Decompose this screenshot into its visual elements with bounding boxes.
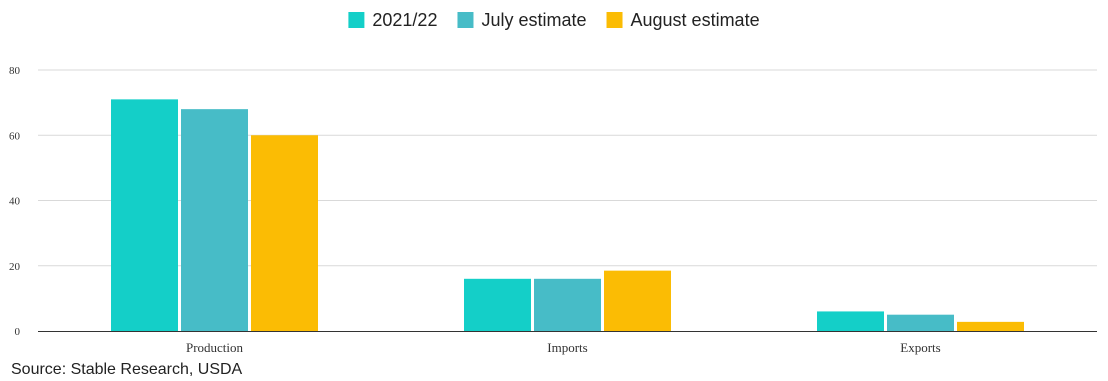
bar-production-july-estimate — [181, 109, 248, 332]
bar-production-august-estimate — [251, 135, 318, 331]
legend-swatch-july-estimate — [457, 12, 474, 28]
legend-swatch-2021-22 — [348, 12, 365, 28]
x-axis-labels: Production Imports Exports — [186, 340, 941, 355]
y-tick-label-60: 60 — [9, 130, 21, 142]
legend-label-2021-22: 2021/22 — [372, 10, 437, 30]
chart-legend: 2021/22 July estimate August estimate — [348, 10, 760, 30]
x-tick-label-imports: Imports — [547, 340, 587, 355]
bar-exports-2021-22 — [817, 311, 884, 331]
y-tick-label-20: 20 — [9, 261, 21, 273]
bar-exports-august-estimate — [957, 321, 1024, 331]
bar-production-2021-22 — [111, 99, 178, 331]
bar-imports-2021-22 — [464, 278, 531, 331]
legend-label-august-estimate: August estimate — [631, 10, 760, 30]
chart-bars — [111, 99, 1024, 332]
y-axis-ticks: 0 20 40 60 80 — [9, 65, 21, 338]
x-tick-label-exports: Exports — [900, 340, 940, 355]
bar-exports-july-estimate — [887, 314, 954, 331]
y-tick-label-0: 0 — [15, 326, 21, 338]
x-tick-label-production: Production — [186, 340, 244, 355]
source-note: Source: Stable Research, USDA — [11, 361, 243, 378]
legend-label-july-estimate: July estimate — [481, 10, 586, 30]
bar-imports-july-estimate — [534, 278, 601, 331]
y-tick-label-40: 40 — [9, 196, 21, 208]
bar-imports-august-estimate — [604, 270, 671, 331]
legend-swatch-august-estimate — [606, 12, 623, 28]
y-tick-label-80: 80 — [9, 65, 21, 77]
